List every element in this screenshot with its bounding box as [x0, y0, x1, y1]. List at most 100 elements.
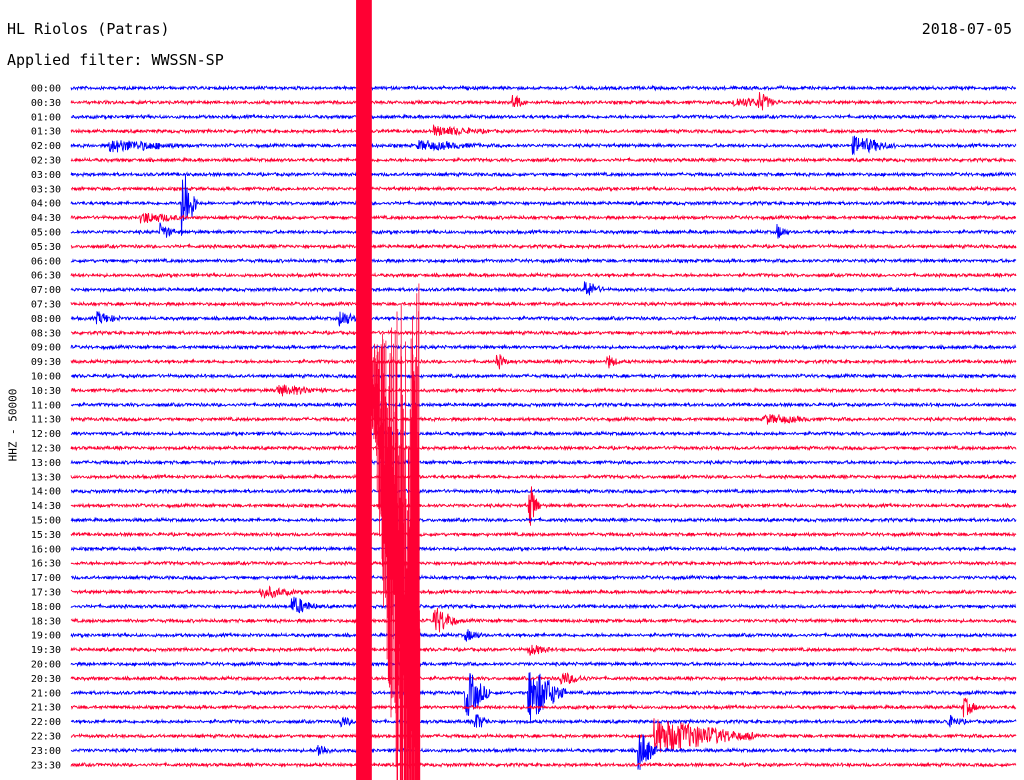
time-label: 23:30	[31, 760, 61, 771]
time-label: 12:00	[31, 429, 61, 440]
time-label: 20:00	[31, 660, 61, 671]
trace-row	[70, 629, 1017, 642]
trace-row	[70, 430, 1017, 438]
trace-row	[70, 384, 1017, 397]
time-label: 00:00	[31, 84, 61, 95]
time-label: 10:30	[31, 386, 61, 397]
time-label: 01:00	[31, 112, 61, 123]
time-label: 00:30	[31, 98, 61, 109]
date-label: 2018-07-05	[921, 20, 1012, 38]
time-label: 08:30	[31, 328, 61, 339]
trace-row	[70, 123, 1017, 136]
trace-row	[70, 401, 1017, 409]
time-label: 09:00	[31, 343, 61, 354]
trace-row	[70, 271, 1017, 279]
trace-row	[70, 714, 1017, 728]
time-label: 05:30	[31, 242, 61, 253]
trace-row	[70, 672, 1017, 685]
trace-row	[70, 444, 1017, 452]
coda-tail	[371, 283, 421, 780]
time-label: 02:30	[31, 156, 61, 167]
time-label: 12:30	[31, 444, 61, 455]
saturated-signal-block	[356, 0, 372, 780]
trace-row	[70, 311, 1017, 327]
time-label: 10:00	[31, 372, 61, 383]
time-label: 21:30	[31, 703, 61, 714]
time-label: 22:00	[31, 717, 61, 728]
trace-row	[70, 372, 1017, 380]
trace-row	[70, 660, 1017, 668]
time-label: 14:00	[31, 487, 61, 498]
station-title: HL Riolos (Patras)	[7, 20, 170, 38]
trace-row	[70, 156, 1017, 164]
time-label: 22:30	[31, 732, 61, 743]
trace-row	[70, 414, 1017, 425]
trace-row	[70, 458, 1017, 466]
trace-row	[70, 672, 1017, 721]
time-label: 11:00	[31, 400, 61, 411]
trace-row	[70, 530, 1017, 538]
time-label: 04:30	[31, 213, 61, 224]
time-label: 15:00	[31, 516, 61, 527]
trace-row	[70, 761, 1017, 769]
trace-row	[70, 185, 1017, 193]
trace-row	[70, 329, 1017, 337]
time-label: 15:30	[31, 530, 61, 541]
time-label: 07:00	[31, 285, 61, 296]
time-label: 13:30	[31, 472, 61, 483]
time-label: 03:30	[31, 184, 61, 195]
trace-row	[70, 487, 1017, 495]
time-label: 23:00	[31, 746, 61, 757]
trace-row	[70, 281, 1017, 296]
trace-row	[70, 516, 1017, 524]
trace-row	[71, 697, 1017, 718]
trace-row	[70, 354, 1017, 370]
trace-row	[70, 300, 1017, 308]
trace-row	[70, 242, 1017, 250]
trace-row	[70, 545, 1017, 553]
time-label: 19:30	[31, 645, 61, 656]
trace-row	[70, 473, 1017, 481]
time-label: 06:30	[31, 271, 61, 282]
trace-row	[70, 170, 1017, 178]
time-label: 21:00	[31, 688, 61, 699]
trace-row	[70, 734, 1017, 770]
trace-row	[70, 84, 1017, 92]
time-label: 01:30	[31, 127, 61, 138]
time-label: 16:30	[31, 559, 61, 570]
time-label: 17:00	[31, 573, 61, 584]
trace-row	[70, 212, 1017, 224]
time-label: 09:30	[31, 357, 61, 368]
time-label: 11:30	[31, 415, 61, 426]
trace-row	[70, 718, 1017, 753]
time-label: 08:00	[31, 314, 61, 325]
time-label: 14:30	[31, 501, 61, 512]
time-label: 16:00	[31, 544, 61, 555]
trace-row	[70, 585, 1017, 599]
time-label: 04:00	[31, 199, 61, 210]
time-label: 18:30	[31, 616, 61, 627]
filter-label: Applied filter: WWSSN-SP	[7, 51, 224, 69]
time-label: 06:00	[31, 256, 61, 267]
time-label: 03:00	[31, 170, 61, 181]
time-label: 07:30	[31, 300, 61, 311]
trace-row	[70, 486, 1017, 526]
trace-row	[70, 574, 1017, 582]
trace-row	[70, 607, 1017, 633]
trace-row	[70, 596, 1017, 614]
trace-row	[70, 257, 1017, 265]
trace-row	[70, 113, 1017, 121]
time-label: 02:00	[31, 141, 61, 152]
trace-row	[70, 343, 1017, 351]
trace-row	[70, 174, 1017, 236]
time-label: 17:30	[31, 588, 61, 599]
trace-row	[70, 559, 1017, 567]
trace-row	[70, 135, 1017, 156]
time-label: 19:00	[31, 631, 61, 642]
time-label: 20:30	[31, 674, 61, 685]
trace-row	[70, 222, 1017, 239]
time-label: 05:00	[31, 228, 61, 239]
time-label: 13:00	[31, 458, 61, 469]
trace-row	[70, 92, 1017, 111]
